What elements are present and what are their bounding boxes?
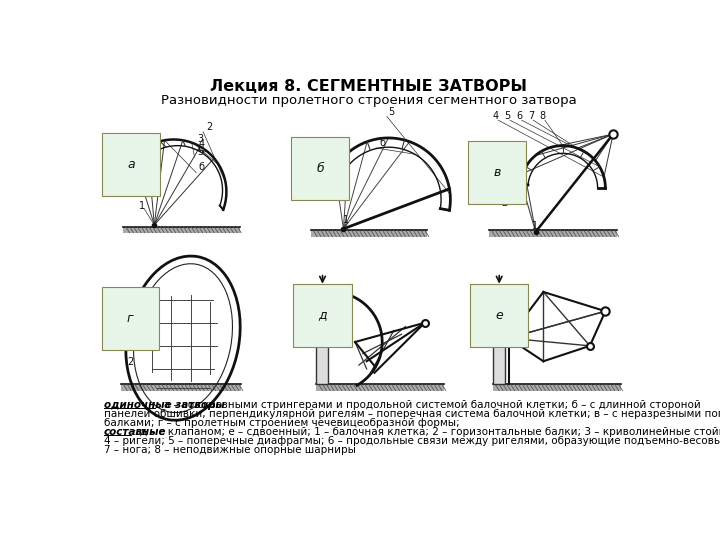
Text: 4 – ригели; 5 – поперечные диафрагмы; 6 – продольные связи между ригелями, образ: 4 – ригели; 5 – поперечные диафрагмы; 6 … bbox=[104, 436, 720, 446]
Text: 5: 5 bbox=[388, 107, 395, 117]
Bar bbox=[489, 231, 617, 237]
Text: б: б bbox=[199, 163, 204, 172]
Text: 2: 2 bbox=[206, 122, 212, 132]
Text: : а – со сквозными стрингерами и продольной системой балочной клетки; б – с длин: : а – со сквозными стрингерами и продоль… bbox=[157, 400, 701, 410]
Text: Разновидности пролетного строения сегментного затвора: Разновидности пролетного строения сегмен… bbox=[161, 94, 577, 107]
Text: 7: 7 bbox=[528, 111, 534, 121]
Text: б: б bbox=[379, 138, 385, 147]
Text: 5: 5 bbox=[197, 147, 203, 157]
Text: 6: 6 bbox=[516, 111, 523, 121]
Text: : д – с клапаном; е – сдвоенный; 1 – балочная клетка; 2 – горизонтальные балки; : : д – с клапаном; е – сдвоенный; 1 – бал… bbox=[132, 427, 720, 437]
Text: 1: 1 bbox=[343, 214, 349, 225]
Text: 1: 1 bbox=[139, 201, 145, 211]
Text: 8: 8 bbox=[539, 111, 546, 121]
Bar bbox=[121, 384, 241, 390]
Text: 3: 3 bbox=[492, 176, 498, 186]
Text: б: б bbox=[316, 162, 324, 176]
Bar bbox=[493, 384, 621, 390]
Text: 3: 3 bbox=[197, 134, 203, 144]
Text: д: д bbox=[318, 308, 327, 321]
Bar bbox=[316, 288, 328, 384]
Text: 4: 4 bbox=[199, 139, 204, 149]
Text: 1: 1 bbox=[532, 221, 538, 231]
Text: Лекция 8. СЕГМЕНТНЫЕ ЗАТВОРЫ: Лекция 8. СЕГМЕНТНЫЕ ЗАТВОРЫ bbox=[210, 79, 528, 93]
Text: 5: 5 bbox=[505, 111, 511, 121]
Text: панелей обшивки, перпендикулярной ригелям – поперечная система балочной клетки; : панелей обшивки, перпендикулярной ригеля… bbox=[104, 409, 720, 419]
Bar bbox=[123, 226, 240, 233]
Text: г: г bbox=[127, 313, 134, 326]
Text: 7 – нога; 8 – неподвижные опорные шарниры: 7 – нога; 8 – неподвижные опорные шарнир… bbox=[104, 444, 356, 455]
Bar bbox=[493, 288, 505, 384]
Bar bbox=[311, 231, 427, 237]
Text: балками; г – с пролетным строением чечевицеобразной формы;: балками; г – с пролетным строением чечев… bbox=[104, 417, 459, 428]
Text: а: а bbox=[127, 158, 135, 171]
Text: 2: 2 bbox=[127, 357, 133, 367]
Text: одиночные затворы: одиночные затворы bbox=[104, 400, 225, 410]
Text: 4: 4 bbox=[493, 111, 499, 121]
Text: 2: 2 bbox=[500, 198, 507, 208]
Text: е: е bbox=[495, 308, 503, 321]
Text: составные: составные bbox=[104, 427, 166, 437]
Text: в: в bbox=[493, 166, 500, 179]
Bar bbox=[316, 384, 444, 390]
